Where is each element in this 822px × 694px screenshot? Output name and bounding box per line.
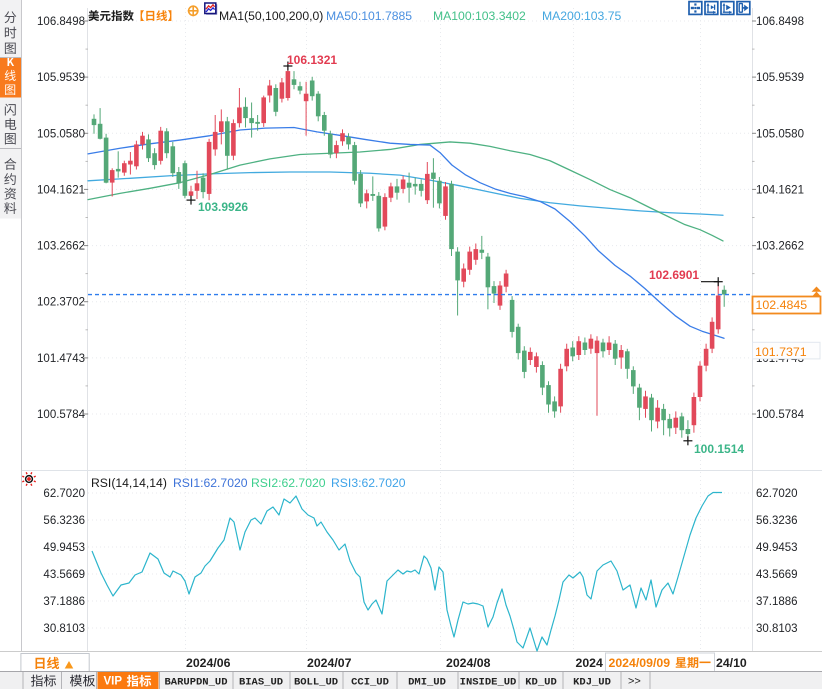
svg-text:106.8498: 106.8498 — [37, 16, 85, 28]
svg-text:100.1514: 100.1514 — [694, 442, 744, 456]
svg-text:MA200:103.75: MA200:103.75 — [542, 9, 622, 23]
svg-text:BOLL_UD: BOLL_UD — [294, 677, 338, 689]
svg-text:RSI1:62.7020: RSI1:62.7020 — [173, 476, 248, 490]
svg-text:MA50:101.7885: MA50:101.7885 — [326, 9, 412, 23]
svg-text:DMI_UD: DMI_UD — [408, 677, 446, 689]
svg-text:49.9453: 49.9453 — [756, 542, 798, 554]
svg-text:INSIDE_UD: INSIDE_UD — [460, 677, 517, 689]
svg-text:106.8498: 106.8498 — [756, 16, 804, 28]
svg-text:100.5784: 100.5784 — [37, 409, 86, 421]
svg-text:30.8103: 30.8103 — [756, 623, 798, 635]
svg-text:2024: 2024 — [576, 656, 604, 670]
svg-text:62.7020: 62.7020 — [756, 488, 798, 500]
svg-text:103.9926: 103.9926 — [198, 200, 248, 214]
svg-text:RSI(14,14,14): RSI(14,14,14) — [91, 476, 167, 490]
svg-text:2024/06: 2024/06 — [186, 656, 231, 670]
svg-text:102.6901: 102.6901 — [649, 268, 699, 282]
svg-text:49.9453: 49.9453 — [43, 542, 85, 554]
svg-text:101.4743: 101.4743 — [37, 353, 85, 365]
svg-text:2024/09/09: 2024/09/09 — [609, 656, 671, 670]
svg-text:30.8103: 30.8103 — [43, 623, 85, 635]
svg-text:37.1886: 37.1886 — [756, 596, 798, 608]
svg-text:103.2662: 103.2662 — [37, 241, 85, 253]
svg-text:BIAS_UD: BIAS_UD — [239, 677, 283, 689]
svg-text:CCI_UD: CCI_UD — [351, 677, 389, 689]
svg-text:104.1621: 104.1621 — [756, 184, 804, 196]
svg-text:2024/08: 2024/08 — [446, 656, 491, 670]
svg-text:105.0580: 105.0580 — [756, 128, 804, 140]
svg-text:56.3236: 56.3236 — [756, 515, 798, 527]
svg-text:105.0580: 105.0580 — [37, 128, 85, 140]
svg-text:105.9539: 105.9539 — [756, 72, 804, 84]
svg-text:MA1(50,100,200,0): MA1(50,100,200,0) — [219, 9, 323, 23]
svg-text:43.5669: 43.5669 — [756, 569, 798, 581]
svg-text:106.1321: 106.1321 — [287, 53, 337, 67]
svg-text:MA100:103.3402: MA100:103.3402 — [433, 9, 526, 23]
svg-text:KDJ_UD: KDJ_UD — [573, 677, 611, 689]
svg-text:>>: >> — [628, 676, 641, 688]
svg-text:KD_UD: KD_UD — [525, 677, 557, 689]
svg-text:RSI3:62.7020: RSI3:62.7020 — [331, 476, 406, 490]
svg-text:43.5669: 43.5669 — [43, 569, 85, 581]
svg-text:62.7020: 62.7020 — [43, 488, 85, 500]
svg-text:24/10: 24/10 — [716, 656, 747, 670]
svg-text:56.3236: 56.3236 — [43, 515, 85, 527]
svg-text:102.3702: 102.3702 — [37, 297, 85, 309]
svg-text:100.5784: 100.5784 — [756, 409, 805, 421]
svg-text:103.2662: 103.2662 — [756, 241, 804, 253]
svg-text:VIP: VIP — [104, 676, 123, 688]
svg-text:2024/07: 2024/07 — [307, 656, 352, 670]
svg-text:102.4845: 102.4845 — [756, 298, 808, 312]
svg-text:104.1621: 104.1621 — [37, 184, 85, 196]
svg-text:101.7371: 101.7371 — [755, 345, 807, 359]
svg-text:37.1886: 37.1886 — [43, 596, 85, 608]
svg-text:RSI2:62.7020: RSI2:62.7020 — [251, 476, 326, 490]
svg-text:BARUPDN_UD: BARUPDN_UD — [164, 677, 227, 689]
svg-text:105.9539: 105.9539 — [37, 72, 85, 84]
